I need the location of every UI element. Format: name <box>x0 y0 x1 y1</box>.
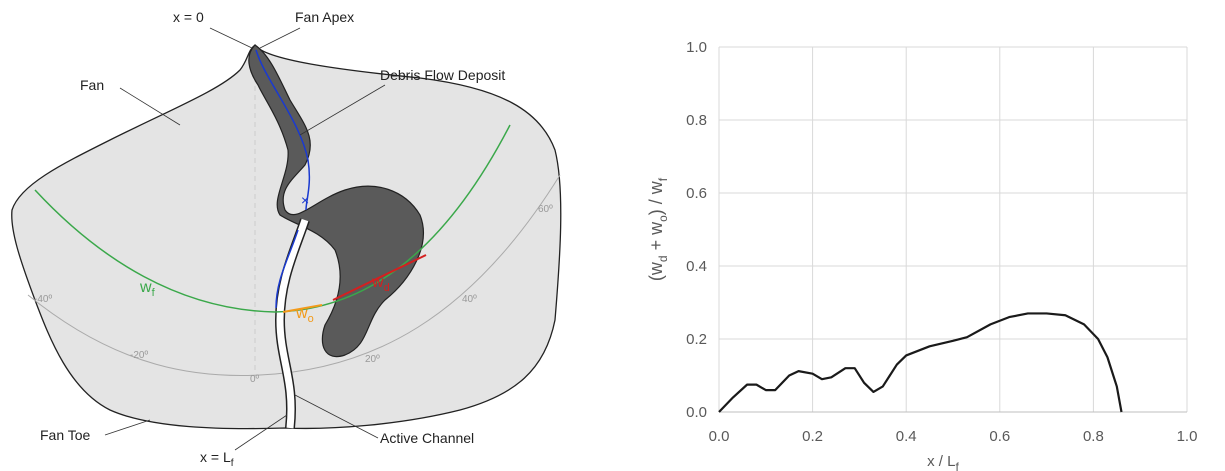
angle-label: 0º <box>250 374 260 385</box>
y-tick-label: 0.8 <box>686 112 707 129</box>
leader <box>120 88 180 125</box>
label: x = 0 <box>173 9 204 25</box>
angle-label: 40º <box>462 294 477 305</box>
x-axis-title: x / Lf <box>927 453 959 471</box>
label: Fan Apex <box>295 9 354 25</box>
label: Active Channel <box>380 430 474 446</box>
label-main: w <box>371 274 384 291</box>
leader <box>105 420 150 435</box>
axis-label-sub: d <box>656 255 670 262</box>
y-tick-label: 0.6 <box>686 185 707 202</box>
x-tick-label: 0.4 <box>896 428 917 445</box>
leader <box>260 28 300 48</box>
axis-label-part: x / L <box>927 453 955 470</box>
y-tick-label: 0.2 <box>686 331 707 348</box>
angle-label: -20º <box>130 350 148 361</box>
fan-diagram: × -40º -20º 0º 20º 40º 60º x = 0 Fan Ape… <box>12 9 561 469</box>
x-tick-label: 0.2 <box>802 428 823 445</box>
label-main: w <box>295 305 308 322</box>
angle-label: 60º <box>538 204 553 215</box>
label: Debris Flow Deposit <box>380 67 505 83</box>
label: Fan Toe <box>40 427 91 443</box>
y-tick-label: 0.4 <box>686 258 707 275</box>
axis-label-part: + w <box>646 221 666 256</box>
axis-label-part: ) / w <box>646 180 666 215</box>
y-axis-title: (wd + wo) / wf <box>646 177 670 281</box>
axis-label-sub: f <box>656 177 670 181</box>
leader <box>210 28 252 48</box>
y-tick-label: 0.0 <box>686 404 707 421</box>
y-tick-label: 1.0 <box>686 39 707 56</box>
angle-label: -40º <box>34 294 52 305</box>
data-line <box>719 313 1121 412</box>
x-tick-label: 0.0 <box>709 428 730 445</box>
x-marker: × <box>301 192 309 208</box>
label-sub: d <box>384 282 390 294</box>
x-tick-label: 1.0 <box>1177 428 1198 445</box>
label: x = Lf <box>200 449 234 469</box>
label-sub: f <box>231 458 234 469</box>
angle-label: 20º <box>365 354 380 365</box>
label-main: x = L <box>200 449 231 465</box>
label-main: w <box>139 279 152 296</box>
axis-label-sub: f <box>956 460 960 471</box>
line-chart: 0.0 0.2 0.4 0.6 0.8 1.0 0.0 0.2 0.4 0.6 0.8 1.0 x / … <box>646 39 1197 471</box>
x-tick-label: 0.6 <box>989 428 1010 445</box>
figure: × -40º -20º 0º 20º 40º 60º x = 0 Fan Ape… <box>0 0 1225 471</box>
axis-label-part: (w <box>646 261 666 281</box>
label: Fan <box>80 77 104 93</box>
label-sub: o <box>308 313 314 325</box>
x-tick-label: 0.8 <box>1083 428 1104 445</box>
